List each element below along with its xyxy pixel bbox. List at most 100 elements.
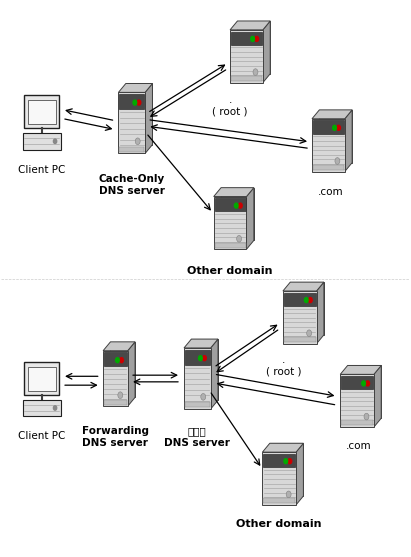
Circle shape (120, 358, 123, 363)
Text: Other domain: Other domain (236, 519, 322, 529)
Circle shape (286, 491, 291, 498)
Polygon shape (28, 100, 55, 124)
Polygon shape (184, 348, 210, 409)
Text: .com: .com (346, 441, 372, 451)
Polygon shape (119, 147, 144, 152)
Polygon shape (263, 454, 295, 467)
Circle shape (288, 458, 292, 463)
Polygon shape (238, 21, 270, 74)
Circle shape (332, 125, 336, 130)
Circle shape (118, 392, 123, 398)
Circle shape (53, 405, 57, 410)
Text: Client PC: Client PC (18, 431, 65, 441)
Polygon shape (103, 351, 128, 406)
Polygon shape (312, 119, 345, 172)
Polygon shape (263, 21, 270, 82)
Polygon shape (340, 374, 374, 427)
Polygon shape (283, 291, 316, 344)
Text: .
( root ): . ( root ) (212, 95, 248, 117)
Polygon shape (23, 133, 61, 150)
Circle shape (133, 100, 137, 105)
Polygon shape (341, 421, 373, 426)
Polygon shape (185, 402, 210, 407)
Polygon shape (340, 365, 381, 374)
Polygon shape (215, 243, 246, 248)
Circle shape (135, 138, 140, 145)
Polygon shape (103, 342, 135, 351)
Polygon shape (231, 76, 262, 81)
Circle shape (305, 297, 308, 302)
Polygon shape (231, 32, 262, 45)
Circle shape (337, 125, 340, 130)
Polygon shape (319, 110, 352, 163)
Polygon shape (104, 399, 127, 404)
Polygon shape (263, 452, 296, 505)
Circle shape (255, 36, 259, 41)
Polygon shape (313, 165, 344, 170)
Text: .
( root ): . ( root ) (266, 355, 301, 377)
Circle shape (237, 236, 242, 242)
Circle shape (234, 203, 238, 208)
Text: .com: .com (318, 187, 343, 197)
Circle shape (362, 381, 365, 386)
Polygon shape (215, 198, 246, 211)
Polygon shape (145, 84, 152, 154)
Circle shape (366, 381, 369, 386)
Circle shape (364, 413, 369, 420)
Polygon shape (221, 188, 254, 241)
Polygon shape (185, 350, 210, 365)
Circle shape (253, 69, 258, 75)
Circle shape (203, 356, 206, 361)
Polygon shape (230, 30, 263, 82)
Circle shape (309, 297, 312, 302)
Text: Client PC: Client PC (18, 165, 65, 174)
Polygon shape (214, 188, 254, 197)
Polygon shape (210, 339, 218, 409)
Polygon shape (348, 365, 381, 418)
Polygon shape (345, 110, 352, 172)
Polygon shape (230, 21, 270, 30)
Circle shape (307, 330, 312, 336)
Polygon shape (284, 337, 316, 342)
Polygon shape (111, 342, 135, 397)
Polygon shape (118, 84, 152, 92)
Polygon shape (312, 110, 352, 119)
Polygon shape (283, 282, 324, 291)
Polygon shape (374, 365, 381, 427)
Polygon shape (119, 94, 144, 110)
Polygon shape (313, 120, 344, 134)
Circle shape (137, 100, 141, 105)
Polygon shape (24, 362, 59, 395)
Polygon shape (263, 499, 295, 503)
Circle shape (201, 393, 206, 400)
Text: 合法的
DNS server: 合法的 DNS server (164, 426, 230, 448)
Circle shape (335, 158, 340, 164)
Circle shape (251, 36, 254, 41)
Polygon shape (316, 282, 324, 344)
Circle shape (238, 203, 242, 208)
Polygon shape (270, 443, 303, 496)
Polygon shape (247, 188, 254, 250)
Text: Other domain: Other domain (187, 266, 273, 276)
Polygon shape (24, 95, 59, 129)
Circle shape (284, 458, 288, 463)
Polygon shape (28, 367, 55, 390)
Circle shape (53, 139, 57, 144)
Circle shape (199, 356, 202, 361)
Polygon shape (214, 197, 247, 250)
Polygon shape (296, 443, 303, 505)
Circle shape (115, 358, 119, 363)
Polygon shape (126, 84, 152, 145)
Polygon shape (263, 443, 303, 452)
Polygon shape (341, 376, 373, 389)
Polygon shape (23, 399, 61, 416)
Polygon shape (192, 339, 218, 400)
Polygon shape (290, 282, 324, 335)
Polygon shape (118, 92, 145, 154)
Polygon shape (284, 292, 316, 306)
Text: Forwarding
DNS server: Forwarding DNS server (82, 426, 149, 448)
Polygon shape (128, 342, 135, 406)
Text: Cache-Only
DNS server: Cache-Only DNS server (99, 174, 165, 197)
Polygon shape (184, 339, 218, 348)
Polygon shape (104, 353, 127, 367)
